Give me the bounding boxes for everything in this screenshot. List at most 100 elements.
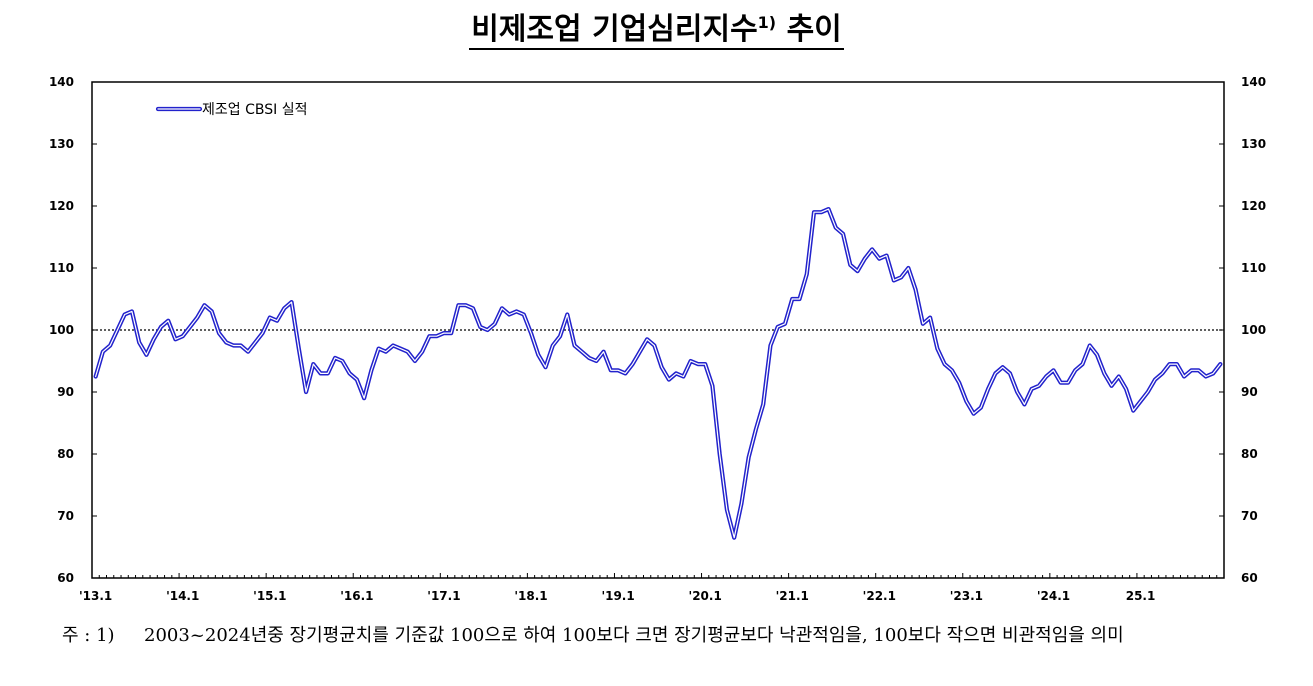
data-point — [414, 360, 416, 362]
data-point — [276, 320, 278, 322]
data-point — [1067, 382, 1069, 384]
data-point — [204, 304, 206, 306]
data-point — [726, 509, 728, 511]
data-point — [240, 345, 242, 347]
data-point — [995, 373, 997, 375]
data-point — [247, 351, 249, 353]
data-point — [458, 304, 460, 306]
data-point — [175, 339, 177, 341]
data-point — [95, 376, 97, 378]
x-tick-label: '15.1 — [253, 589, 286, 603]
data-point — [291, 301, 293, 303]
y-tick-label-right: 130 — [1241, 137, 1266, 151]
data-point — [958, 382, 960, 384]
data-point — [1111, 385, 1113, 387]
data-point — [813, 211, 815, 213]
y-tick-label-right: 100 — [1241, 323, 1266, 337]
y-tick-label-left: 130 — [49, 137, 74, 151]
data-point — [581, 351, 583, 353]
data-point — [182, 335, 184, 337]
y-axis-right: 60 70 80 90 100 110 120 130 140 — [1219, 75, 1266, 585]
chart-title: 비제조업 기업심리지수1) 추이 — [0, 4, 1313, 50]
data-point — [973, 413, 975, 415]
data-point — [828, 208, 830, 210]
data-point — [429, 335, 431, 337]
data-point — [762, 404, 764, 406]
series-line-inner — [95, 208, 1221, 539]
x-tick-label: '22.1 — [863, 589, 896, 603]
data-point — [596, 360, 598, 362]
x-tick-label: '21.1 — [776, 589, 809, 603]
legend-label: 제조업 CBSI 실적 — [202, 102, 307, 118]
data-point — [1147, 391, 1149, 393]
data-point — [494, 323, 496, 325]
data-point — [1132, 410, 1134, 412]
data-point — [545, 366, 547, 368]
y-tick-label-right: 70 — [1241, 509, 1258, 523]
data-point — [915, 289, 917, 291]
data-point — [523, 314, 525, 316]
data-point — [886, 255, 888, 257]
data-point — [160, 326, 162, 328]
data-point — [102, 351, 104, 353]
data-point — [1169, 363, 1171, 365]
y-tick-label-right: 120 — [1241, 199, 1266, 213]
data-point — [1162, 373, 1164, 375]
y-tick-label-left: 90 — [57, 385, 74, 399]
data-point — [719, 453, 721, 455]
data-point — [211, 311, 213, 313]
data-point — [929, 317, 931, 319]
data-point — [530, 332, 532, 334]
data-point — [363, 397, 365, 399]
data-point — [871, 249, 873, 251]
x-tick-label: 25.1 — [1126, 589, 1156, 603]
data-point — [835, 227, 837, 229]
data-point — [559, 335, 561, 337]
x-tick-label: '14.1 — [166, 589, 199, 603]
data-point — [1024, 404, 1026, 406]
data-point — [937, 348, 939, 350]
footnote-label: 주 : 1) — [62, 625, 115, 646]
data-point — [1125, 388, 1127, 390]
y-tick-label-left: 60 — [57, 571, 74, 585]
data-point — [806, 273, 808, 275]
data-point — [1103, 373, 1105, 375]
data-point — [1176, 363, 1178, 365]
data-point — [799, 298, 801, 300]
data-point — [951, 370, 953, 372]
data-point — [900, 277, 902, 279]
data-point — [893, 280, 895, 282]
data-point — [1060, 382, 1062, 384]
data-point — [842, 233, 844, 235]
y-tick-label-right: 140 — [1241, 75, 1266, 89]
data-point — [857, 270, 859, 272]
data-point — [218, 332, 220, 334]
chart-title-text: 비제조업 기업심리지수1) 추이 — [469, 12, 844, 50]
data-point — [342, 360, 344, 362]
data-point — [508, 314, 510, 316]
data-point — [748, 456, 750, 458]
data-point — [479, 326, 481, 328]
data-point — [407, 351, 409, 353]
line-chart: 60 70 80 90 100 110 120 130 140 60 70 80 90 100 110 12… — [49, 75, 1266, 603]
data-point — [675, 373, 677, 375]
title-tail: 추이 — [776, 12, 842, 47]
data-point — [1031, 388, 1033, 390]
title-main: 비제조업 기업심리지수 — [471, 12, 758, 47]
data-point — [639, 351, 641, 353]
data-point — [327, 373, 329, 375]
data-point — [349, 373, 351, 375]
data-point — [820, 211, 822, 213]
data-point — [625, 373, 627, 375]
data-point — [262, 332, 264, 334]
data-point — [646, 339, 648, 341]
data-point — [146, 354, 148, 356]
data-point — [516, 311, 518, 313]
data-point — [283, 308, 285, 310]
data-point — [944, 363, 946, 365]
x-tick-label: '19.1 — [601, 589, 634, 603]
data-point — [1089, 345, 1091, 347]
y-tick-label-left: 120 — [49, 199, 74, 213]
data-point — [487, 329, 489, 331]
data-point — [610, 370, 612, 372]
